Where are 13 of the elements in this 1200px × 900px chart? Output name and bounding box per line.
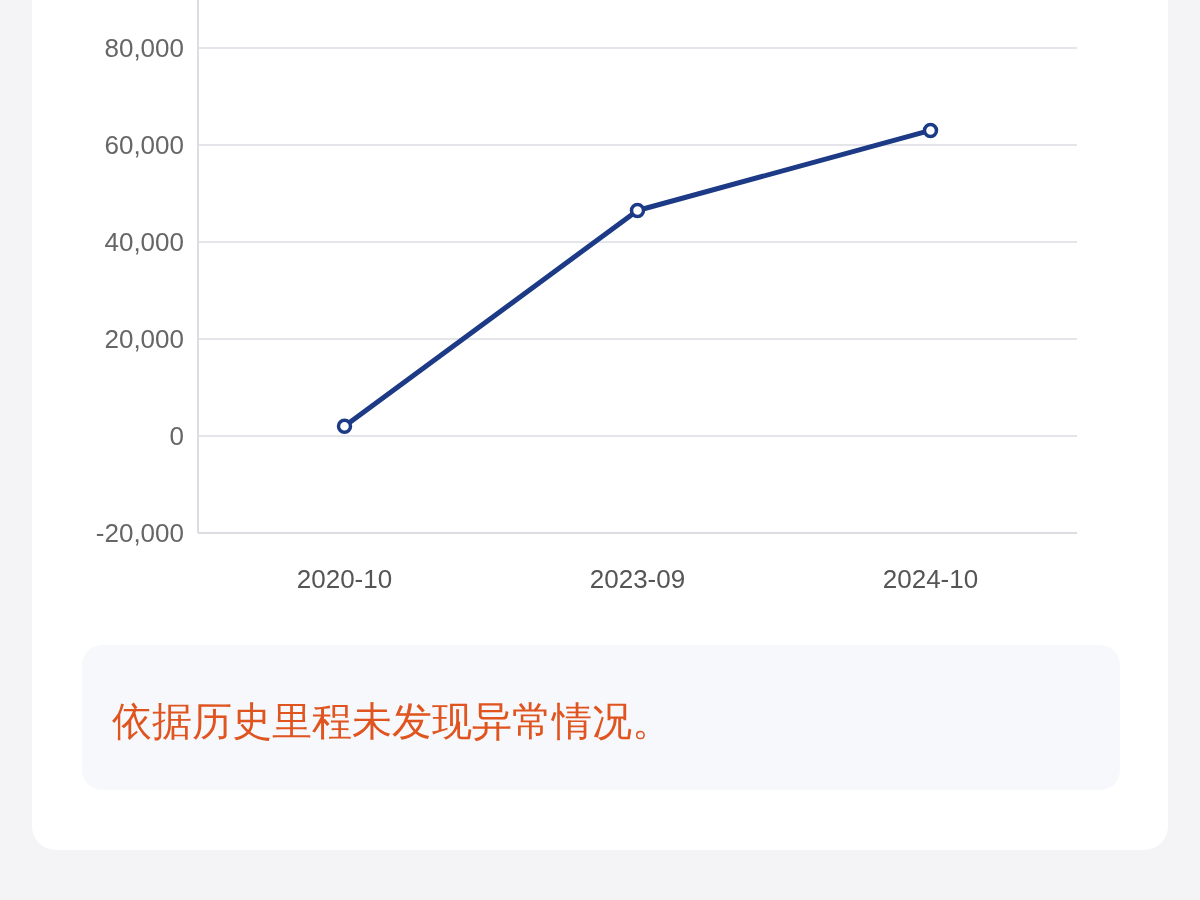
y-tick-label: -20,000 [95,518,184,548]
x-tick-label: 2020-10 [296,564,393,594]
point [629,202,646,219]
text: 依据历史里程未发现异常情况。 [112,699,672,743]
x-tick-label: 2024-10 [882,564,979,594]
y-tick-label: 20,000 [104,324,184,354]
point [922,122,939,139]
y-tick-label: 0 [169,421,184,451]
y-tick-label: 40,000 [104,227,184,257]
y-tick-label: 80,000 [104,33,184,63]
y-tick-label: 60,000 [104,130,184,160]
x-tick-label: 2023-09 [589,564,686,594]
point [336,418,353,435]
